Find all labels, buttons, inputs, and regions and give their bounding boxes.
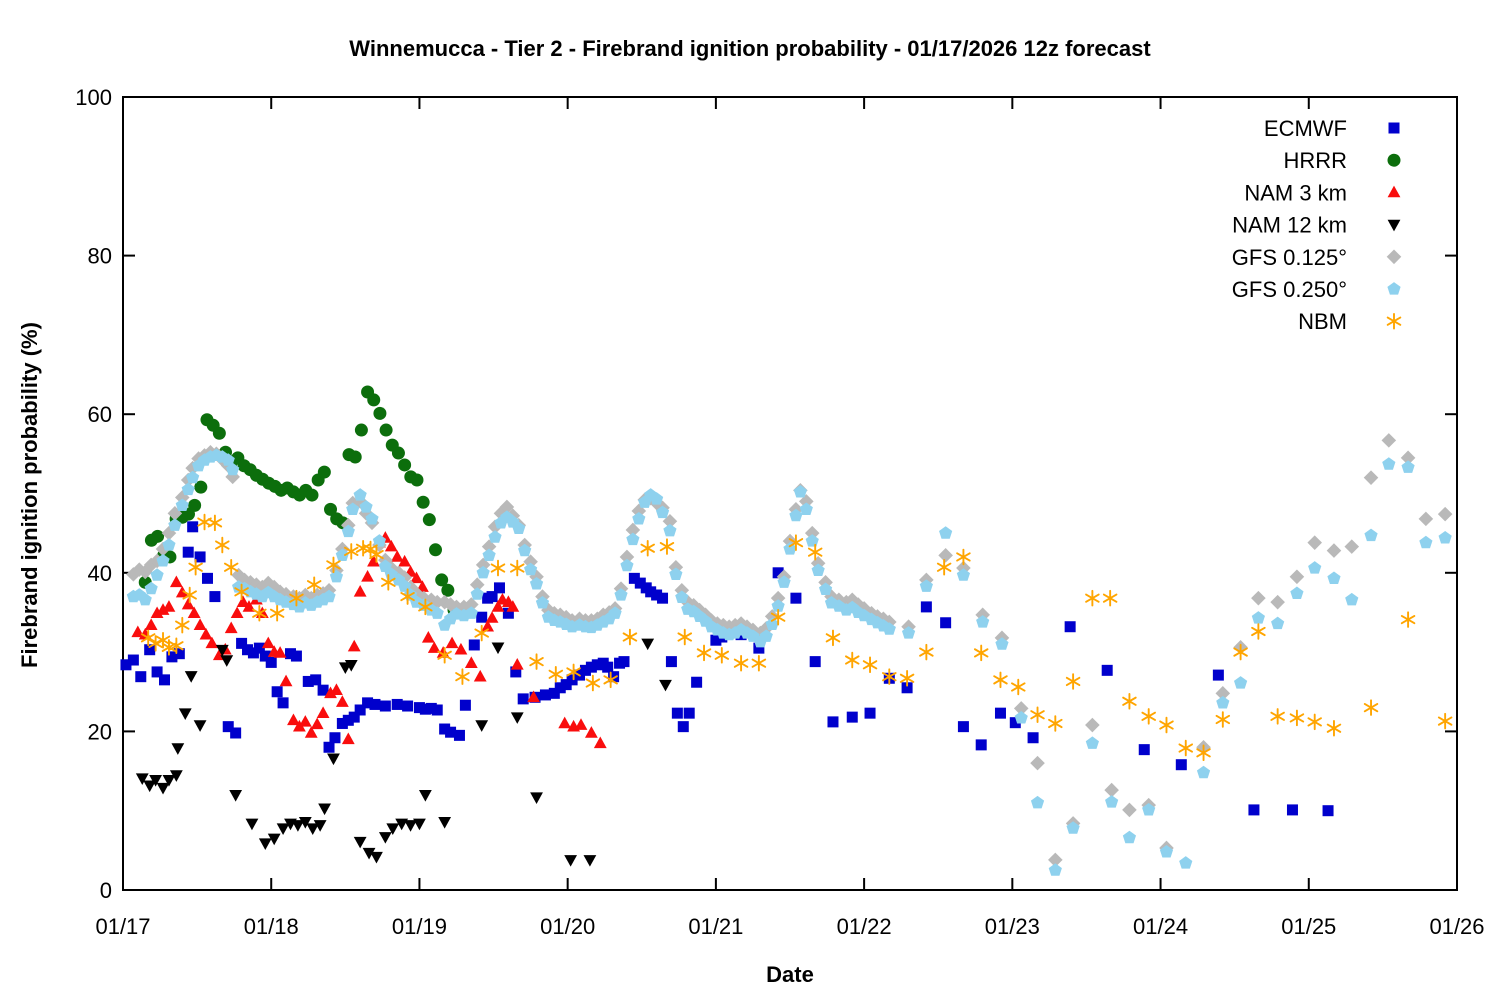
legend-label: ECMWF	[1264, 116, 1347, 141]
y-tick-label: 0	[100, 878, 112, 903]
x-tick-label: 01/18	[244, 914, 299, 939]
y-tick-label: 20	[88, 719, 112, 744]
series-nam-12-km	[135, 638, 672, 867]
y-tick-label: 80	[88, 244, 112, 269]
x-axis-title: Date	[766, 962, 814, 987]
x-tick-label: 01/24	[1133, 914, 1188, 939]
legend: ECMWF HRRR NAM 3 km NAM 12 km GFS 0.125° GFS …	[1232, 116, 1402, 334]
x-tick-label: 01/26	[1429, 914, 1484, 939]
series-hrrr	[138, 385, 461, 617]
x-tick-label: 01/20	[540, 914, 595, 939]
x-tick-label: 01/22	[837, 914, 892, 939]
chart-title: Winnemucca - Tier 2 - Firebrand ignition…	[349, 36, 1151, 61]
x-tick-label: 01/25	[1281, 914, 1336, 939]
legend-label: NAM 3 km	[1244, 180, 1347, 205]
y-tick-label: 100	[75, 85, 112, 110]
x-tick-label: 01/19	[392, 914, 447, 939]
legend-item-hrrr: HRRR	[1283, 148, 1401, 173]
axes: 01/17 01/18 01/19 01/20 01/21 01/22 01/23 01/24…	[75, 85, 1484, 939]
legend-item-gfs-0-125: GFS 0.125°	[1232, 245, 1402, 270]
legend-item-ecmwf: ECMWF	[1264, 116, 1400, 141]
x-tick-label: 01/21	[688, 914, 743, 939]
legend-label: NBM	[1298, 309, 1347, 334]
legend-label: HRRR	[1283, 148, 1347, 173]
x-tick-label: 01/23	[985, 914, 1040, 939]
legend-label: GFS 0.250°	[1232, 277, 1347, 302]
series-ecmwf	[120, 521, 1334, 817]
legend-item-nbm: NBM	[1298, 309, 1402, 334]
y-tick-label: 60	[88, 402, 112, 427]
y-tick-label: 40	[88, 561, 112, 586]
x-tick-label: 01/17	[95, 914, 150, 939]
series-nam-3-km	[131, 531, 607, 749]
series-nbm	[140, 513, 1453, 762]
legend-item-nam-12-km: NAM 12 km	[1232, 213, 1401, 238]
legend-item-nam-3-km: NAM 3 km	[1244, 180, 1401, 205]
legend-item-gfs-0-250: GFS 0.250°	[1232, 277, 1401, 302]
legend-label: NAM 12 km	[1232, 213, 1347, 238]
series-gfs-0-125	[126, 433, 1453, 868]
legend-label: GFS 0.125°	[1232, 245, 1347, 270]
